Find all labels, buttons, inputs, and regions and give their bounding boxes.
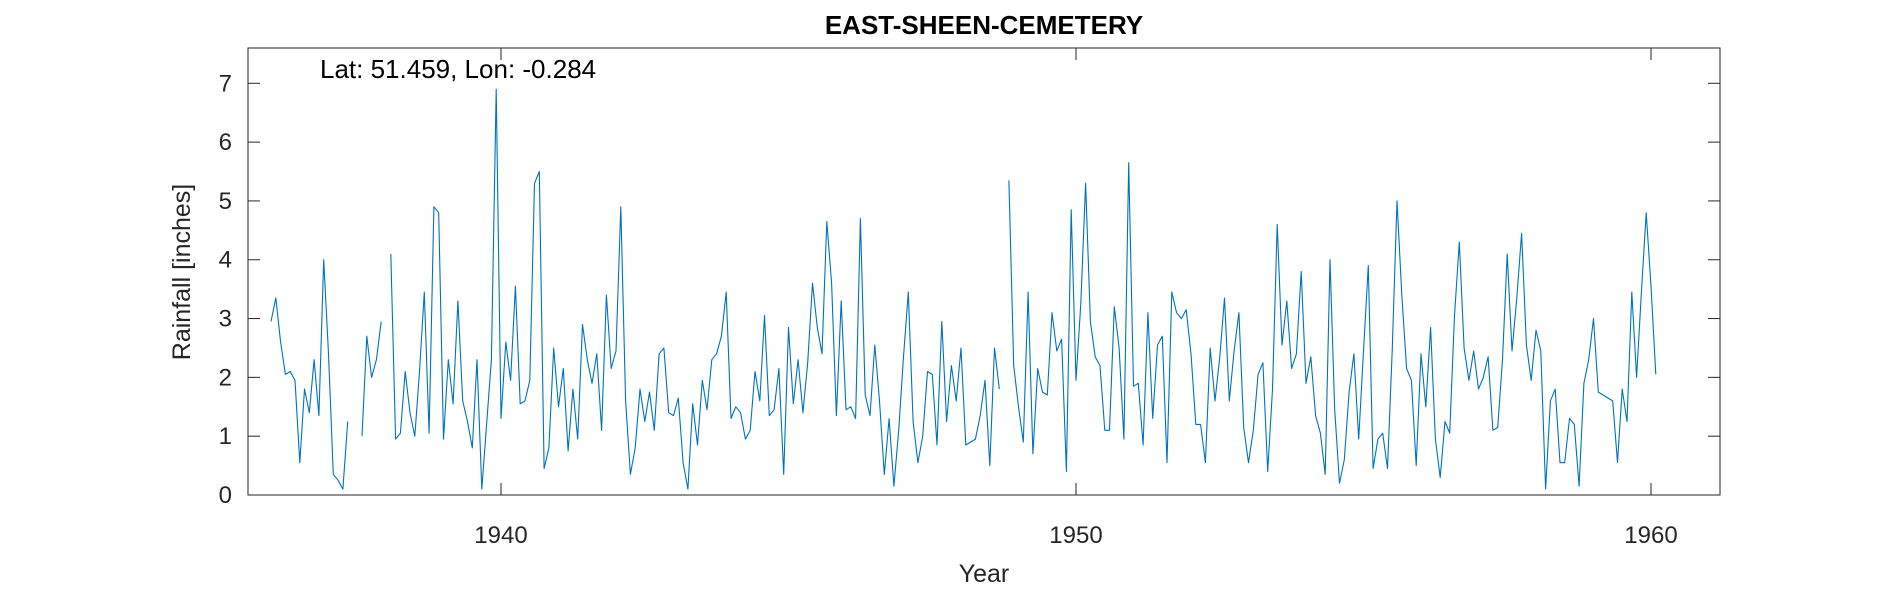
- y-tick-label: 3: [219, 306, 232, 333]
- plot-frame: [247, 47, 1721, 496]
- x-tick-label: 1940: [474, 522, 527, 549]
- chart-title: EAST-SHEEN-CEMETERY: [825, 10, 1143, 40]
- y-tick-label: 7: [219, 70, 232, 97]
- y-tick-label: 2: [219, 364, 232, 391]
- location-annotation: Lat: 51.459, Lon: -0.284: [320, 54, 596, 84]
- y-tick-label: 0: [219, 482, 232, 509]
- y-axis: 0 1 2 3 4 5 6 7: [219, 70, 1720, 509]
- x-tick-label: 1950: [1049, 522, 1102, 549]
- rainfall-series-segment: [390, 88, 1000, 490]
- rainfall-series-segment: [361, 321, 382, 437]
- y-tick-label: 6: [219, 129, 232, 156]
- x-tick-label: 1960: [1624, 522, 1677, 549]
- y-tick-label: 4: [219, 247, 232, 274]
- x-axis-label: Year: [959, 560, 1010, 588]
- y-tick-label: 1: [219, 423, 232, 450]
- rainfall-series-line: [270, 259, 349, 490]
- rainfall-series-segment: [1008, 162, 1657, 490]
- y-axis-label: Rainfall [inches]: [168, 184, 196, 360]
- y-tick-label: 5: [219, 188, 232, 215]
- x-axis: 1940 1950 1960: [474, 48, 1678, 549]
